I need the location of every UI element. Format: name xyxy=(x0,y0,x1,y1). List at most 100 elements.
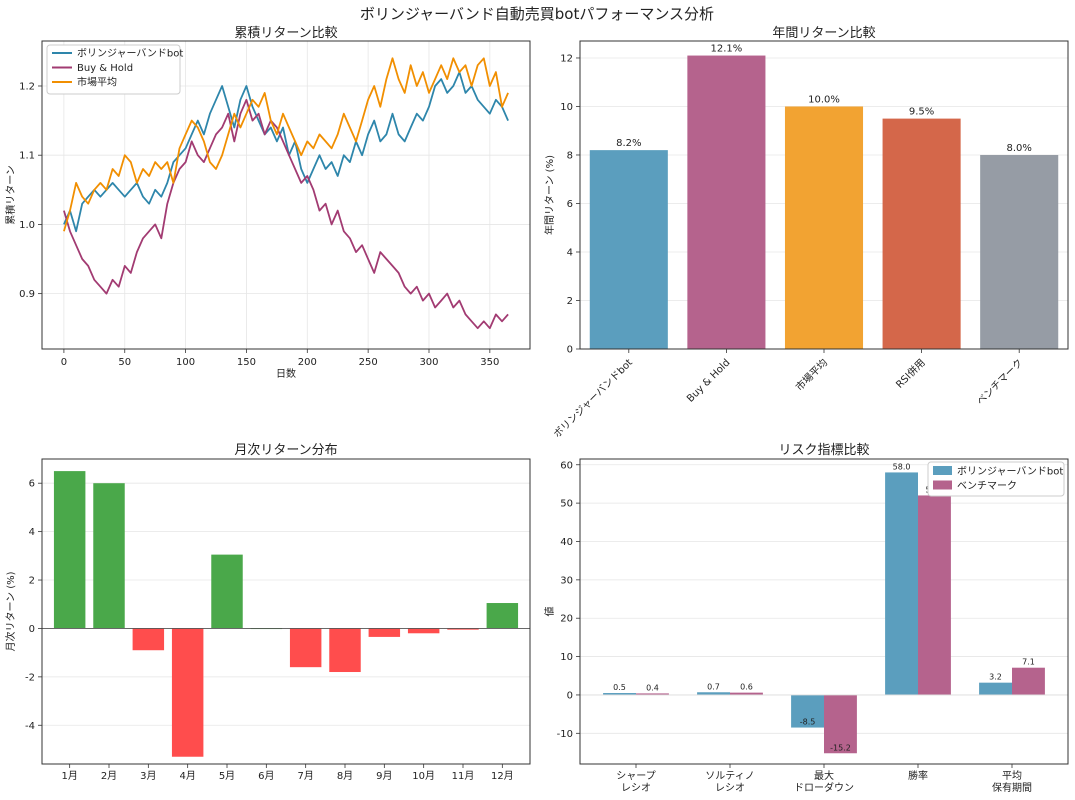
bar-value-label: 8.2% xyxy=(616,138,641,149)
x-tick-label-line: ドローダウン xyxy=(794,781,854,794)
y-tick-label: 60 xyxy=(560,460,573,471)
bar xyxy=(1012,667,1045,695)
x-tick-label: 1月 xyxy=(61,770,77,782)
y-tick-label: 0.9 xyxy=(19,289,35,300)
bar xyxy=(93,483,125,629)
bar xyxy=(486,603,519,629)
y-tick-label: 30 xyxy=(560,575,573,586)
bar-value-label: 12.1% xyxy=(711,44,743,55)
chart-title: リスク指標比較 xyxy=(778,443,869,458)
bar-value-label: 0.6 xyxy=(740,683,753,692)
x-axis-label: 日数 xyxy=(276,367,296,380)
bar-value-label: 10.0% xyxy=(808,94,840,105)
suptitle: ボリンジャーバンド自動売買botパフォーマンス分析 xyxy=(360,5,714,23)
chart-title: 年間リターン比較 xyxy=(772,26,875,41)
x-tick-label-line: レシオ xyxy=(621,782,651,794)
series-line xyxy=(63,57,509,232)
y-axis-label: 月次リターン (%) xyxy=(4,571,17,651)
legend: ボリンジャーバンドbot ベンチマーク xyxy=(927,461,1065,497)
bar-value-label: 9.5% xyxy=(909,107,934,118)
x-tick-label: 平均保有期間 xyxy=(992,770,1032,794)
x-tick-label-line: 保有期間 xyxy=(992,781,1032,794)
x-tick-label: 250 xyxy=(359,357,378,368)
bar xyxy=(211,554,243,629)
bar xyxy=(368,628,401,637)
bar xyxy=(882,118,961,350)
bar xyxy=(687,55,766,350)
bar-value-label: 0.5 xyxy=(613,683,626,692)
bar xyxy=(589,150,668,349)
x-tick-label: 市場平均 xyxy=(793,356,830,393)
bar xyxy=(636,693,669,695)
x-tick-label: ソルティノレシオ xyxy=(705,771,754,794)
y-tick-label: 1.2 xyxy=(19,81,35,92)
x-tick-label: 10月 xyxy=(412,770,435,782)
y-tick-label: 4 xyxy=(29,527,35,538)
bar-value-label: 7.1 xyxy=(1022,658,1035,667)
bar xyxy=(730,692,763,695)
plot-frame xyxy=(579,458,1069,765)
chart-title: 月次リターン分布 xyxy=(234,442,337,458)
legend-label: 市場平均 xyxy=(77,76,117,89)
y-tick-label: 4 xyxy=(567,247,573,258)
annual-return-chart: 年間リターン比較 0 2 4 6 8 10 12 8.2% ボリンジャーバンドbot 12.1% Bu… xyxy=(543,26,1069,441)
x-tick-label-line: ソルティノ xyxy=(705,771,754,782)
cumulative-return-chart: 累積リターン比較 0 50 100 150 200 250 300 350 0.9 1.0 1.1 1.… xyxy=(4,26,531,380)
x-tick-label-line: シャープ xyxy=(616,770,655,782)
x-tick-label: ボリンジャーバンドbot xyxy=(551,357,635,441)
legend-label: ボリンジャーバンドbot xyxy=(957,466,1063,478)
bar-value-label: 0.4 xyxy=(646,683,659,692)
x-tick-label: 6月 xyxy=(258,770,274,782)
bar-value-label: 58.0 xyxy=(893,462,911,471)
y-tick-label: 1.1 xyxy=(19,151,35,162)
x-tick-label: 7月 xyxy=(297,770,313,782)
plot-frame xyxy=(579,40,1069,350)
monthly-return-chart: 月次リターン分布 -4 -2 0 2 4 6 1月 2月 3月 4月 5月 6月 7月 8月 9月 10月 11月… xyxy=(4,442,531,782)
y-tick-label: 2 xyxy=(29,576,35,587)
y-tick-label: 10 xyxy=(560,652,573,663)
bar-value-label: -8.5 xyxy=(800,718,816,727)
bar xyxy=(980,154,1059,349)
bar-value-label: 8.0% xyxy=(1006,143,1031,154)
bar xyxy=(791,694,824,728)
plot-frame xyxy=(41,458,531,765)
bar xyxy=(784,106,864,349)
y-axis-label: 値 xyxy=(543,607,556,617)
bar xyxy=(603,693,636,695)
x-tick-label: 9月 xyxy=(376,770,392,782)
x-tick-label: 100 xyxy=(176,357,195,368)
legend-box xyxy=(927,461,1065,497)
y-tick-label: 2 xyxy=(567,296,573,307)
x-tick-label: 4月 xyxy=(179,770,195,782)
x-tick-label-line: レシオ xyxy=(715,782,745,794)
x-tick-label: 200 xyxy=(298,357,317,368)
y-tick-label: -2 xyxy=(25,672,35,683)
y-tick-label: 1.0 xyxy=(19,220,35,231)
risk-metric-chart: リスク指標比較 -10 0 10 20 30 40 50 60 0.5 0.4 シャープレシオ 0.7 0… xyxy=(543,443,1069,794)
bar xyxy=(132,628,165,651)
y-tick-label: 20 xyxy=(560,614,573,625)
y-tick-label: -10 xyxy=(557,729,573,740)
y-axis-label: 年間リターン (%) xyxy=(543,155,556,235)
bar xyxy=(885,472,918,695)
legend-label: Buy & Hold xyxy=(77,63,133,74)
y-tick-label: 0 xyxy=(29,624,35,635)
x-tick-label: 0 xyxy=(61,357,67,368)
y-tick-label: 40 xyxy=(560,537,573,548)
bar xyxy=(447,628,479,630)
bar xyxy=(697,692,730,695)
x-tick-label-line: 平均 xyxy=(1002,770,1022,782)
x-tick-label: ベンチマーク xyxy=(974,357,1025,408)
bar xyxy=(171,628,204,757)
y-tick-label: 0 xyxy=(567,345,573,356)
legend-swatch xyxy=(933,466,952,475)
legend-swatch xyxy=(933,480,952,490)
y-tick-label: -4 xyxy=(25,721,35,732)
x-tick-label: シャープレシオ xyxy=(616,770,655,794)
x-tick-label-line: 勝率 xyxy=(908,769,928,782)
x-tick-label-line: 最大 xyxy=(814,769,834,782)
y-tick-label: 0 xyxy=(567,690,573,701)
x-tick-label: 勝率 xyxy=(908,769,928,782)
bar xyxy=(329,628,361,673)
